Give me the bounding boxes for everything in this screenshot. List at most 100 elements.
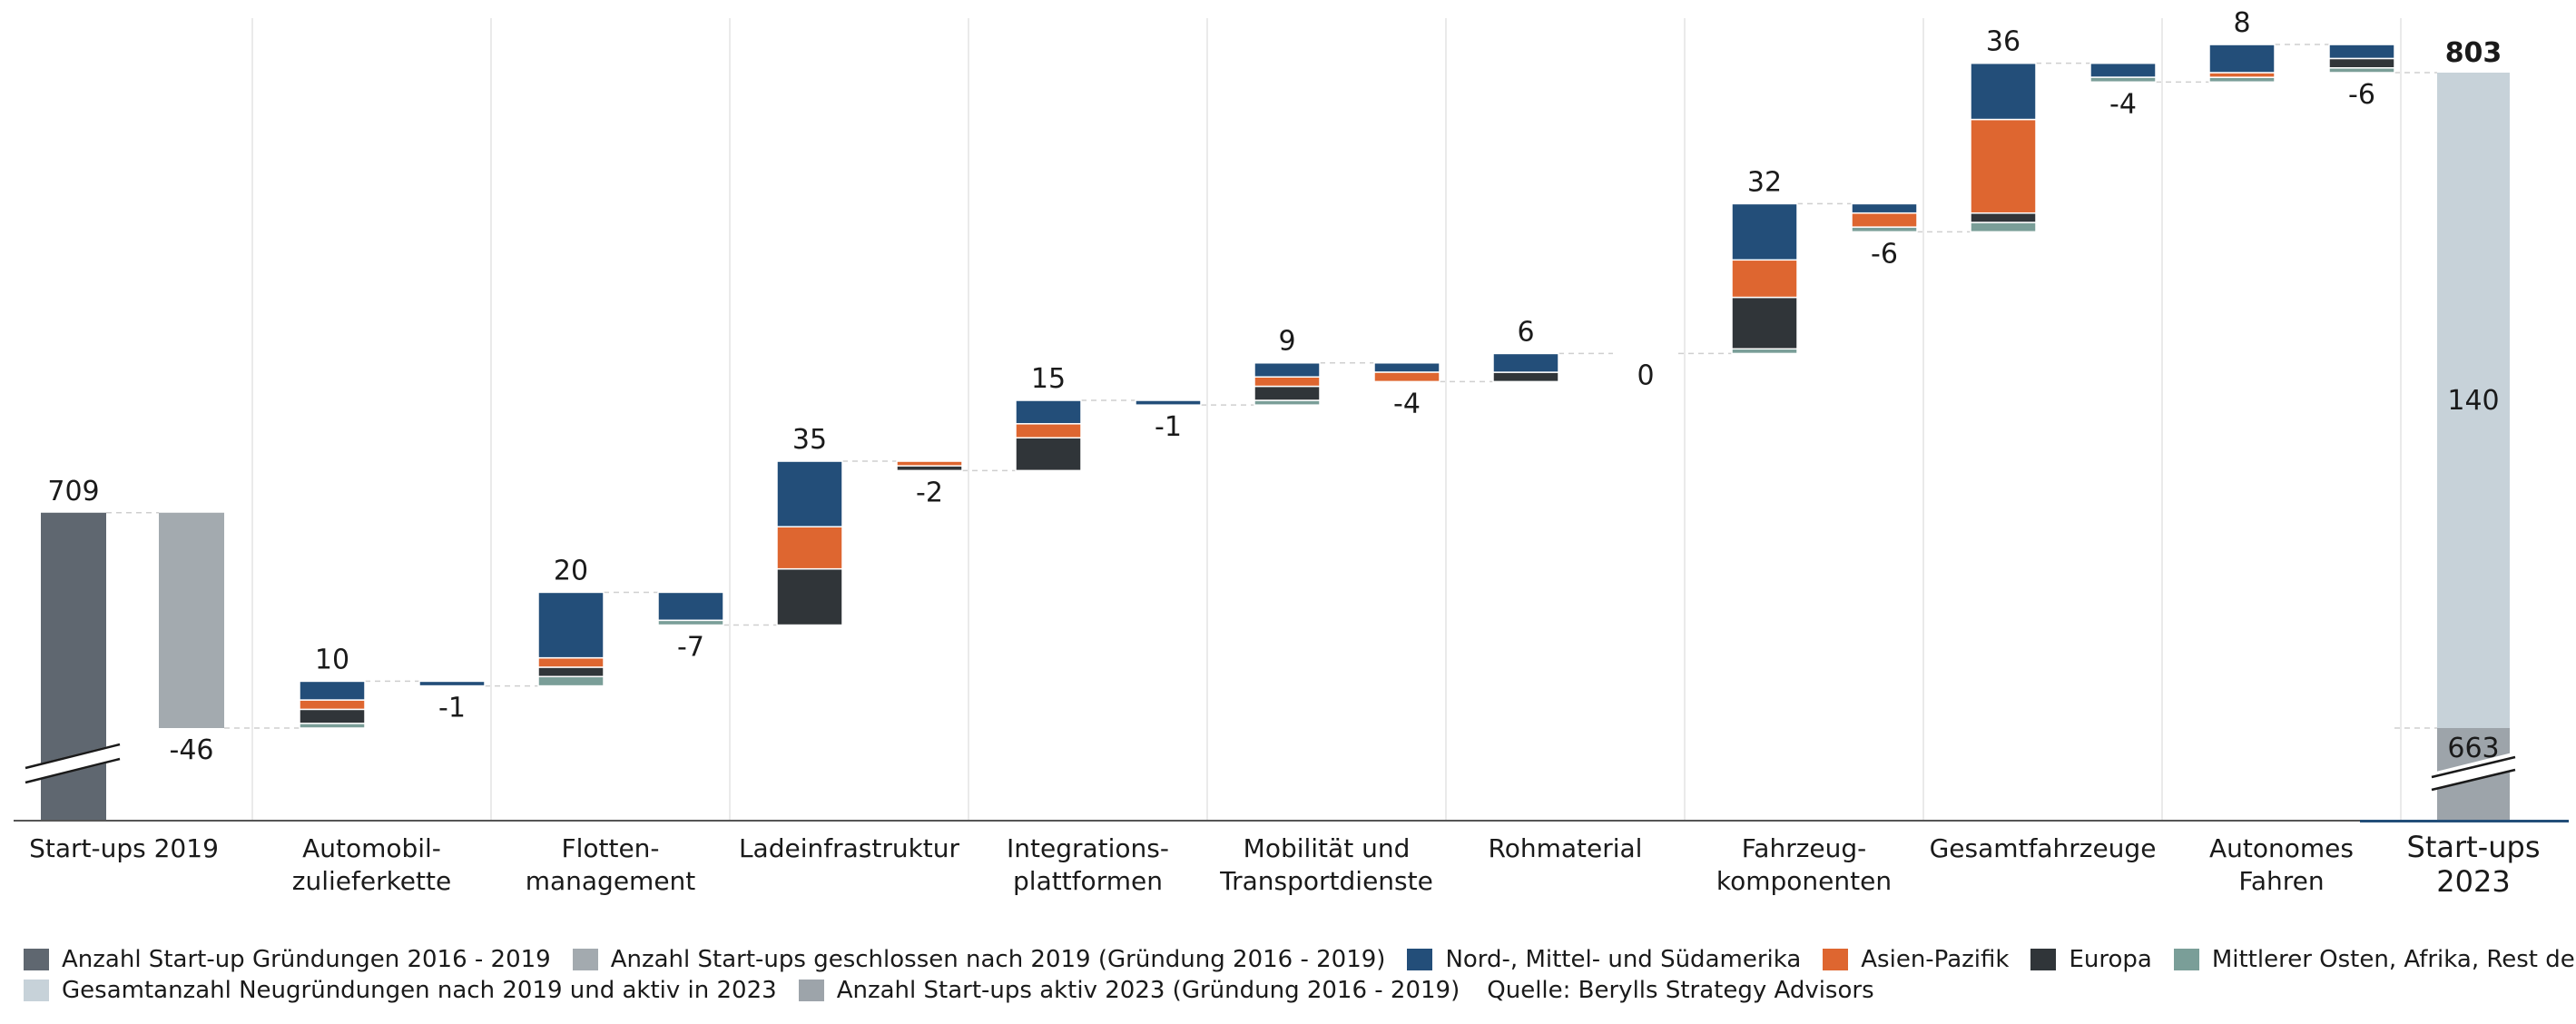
bar-new-mea_row [1970,222,2037,233]
value-label-closed: -1 [1155,411,1182,443]
legend-item-europe: Europa [2030,944,2152,975]
legend-item-founded: Anzahl Start-up Gründungen 2016 - 2019 [24,944,551,975]
category-label: Autonomes Fahren [2209,833,2354,896]
category-label-line: 2023 [2436,864,2510,899]
category-label-line: management [526,866,696,896]
legend-label: Nord-, Mittel- und Südamerika [1445,946,1802,973]
legend: Anzahl Start-up Gründungen 2016 - 2019 An… [24,944,2576,1006]
bar-new-americas [1970,62,2037,121]
bar-new-americas [1254,361,1321,378]
value-label-new: 9 [1278,326,1295,358]
bar-closed-europe [896,465,963,472]
bar-closed-europe [2328,57,2395,69]
category-label-line: Fahren [2238,866,2324,896]
bar-closed-apac [1373,371,1440,383]
legend-swatch [2030,949,2057,970]
category-label: Ladeinfrastruktur [739,833,960,863]
bar-new-apac [1731,259,1798,299]
category-label-line: Mobilität und [1244,833,1411,863]
category-label-line: zulieferkette [292,866,451,896]
value-label-new-active: 140 [2447,385,2499,417]
category-label: Fahrzeug-komponenten [1716,833,1892,896]
bar-new-apac [537,656,605,668]
legend-label: Anzahl Start-ups geschlossen nach 2019 (… [610,946,1386,973]
bar-new-europe [1015,437,1082,472]
column-separators [251,18,2402,821]
category-label: Start-ups 2019 [29,833,219,863]
category-label-line: Ladeinfrastruktur [739,833,960,863]
category-label-line: Rohmaterial [1489,833,1643,863]
bar-closed-mea_row [657,619,724,626]
legend-label: Anzahl Start-up Gründungen 2016 - 2019 [62,946,551,973]
x-axis-accent [2360,820,2569,822]
category-label: Integrations-plattformen [1007,833,1169,896]
bar-closed-mea_row [1851,226,1918,233]
bar-new-active-2023 [2437,73,2510,728]
bar-new-americas [2208,44,2276,74]
bar-closed-americas [2328,44,2395,60]
category-label-line: Autonomes [2209,833,2354,863]
source-note: Quelle: Berylls Strategy Advisors [1487,977,1874,1004]
category-label-line: Gesamtfahrzeuge [1930,833,2157,863]
value-label-new: 6 [1517,316,1534,348]
legend-label: Europa [2069,946,2152,973]
value-label-new: 8 [2233,7,2250,39]
axis-break-line [2431,755,2516,779]
category-label-line: Integrations- [1007,833,1169,863]
bars [22,44,2520,821]
legend-swatch [572,949,598,970]
bar-closed-americas [1135,399,1202,406]
legend-swatch [798,980,824,1001]
legend-item-mea_row: Mittlerer Osten, Afrika, Rest der Welt [2173,944,2576,975]
bar-new-americas [1492,352,1559,373]
bar-new-americas [1015,399,1082,425]
value-label-new: 35 [792,424,827,456]
value-label-closed: -4 [2109,88,2137,120]
legend-row: Gesamtanzahl Neugründungen nach 2019 und… [24,975,2556,1006]
legend-swatch [24,949,49,970]
category-label: Automobil-zulieferkette [292,833,451,896]
value-label-closed: 0 [1637,359,1654,391]
bar-new-europe [537,666,605,678]
bar-new-americas [299,680,366,701]
value-label-closed: -46 [170,734,214,766]
legend-label: Gesamtanzahl Neugründungen nach 2019 und… [62,977,777,1004]
value-label-founded: 709 [47,476,99,507]
bar-new-mea_row [1731,348,1798,355]
bar-new-apac [1254,376,1321,388]
value-label-total: 803 [2445,37,2502,69]
category-label-line: Transportdienste [1219,866,1433,896]
bar-closed-americas [1851,202,1918,214]
bar-new-mea_row [2208,76,2276,84]
legend-swatch [1407,949,1433,970]
value-label-active: 663 [2447,733,2499,764]
category-label-line: Start-ups [2407,830,2541,864]
value-label-closed: -2 [916,477,943,508]
bar-closed-americas [2089,62,2157,78]
bar-new-americas [776,460,843,527]
category-label: Mobilität und Transportdienste [1219,833,1433,896]
bar-closed-apac [1851,212,1918,228]
bar-new-apac [1970,118,2037,214]
value-labels: 709-4610-120-735-215-19-46032-636-48-680… [47,7,2502,766]
legend-item-active: Anzahl Start-ups aktiv 2023 (Gründung 20… [798,975,1460,1006]
category-label: Gesamtfahrzeuge [1930,833,2157,863]
category-label-line: komponenten [1716,866,1892,896]
bar-closed-apac [896,460,963,467]
axis-break-line [2431,768,2516,792]
legend-swatch [24,980,49,1001]
category-label-line: Start-ups 2019 [29,833,219,863]
value-label-new: 36 [1986,26,2020,58]
legend-row: Anzahl Start-up Gründungen 2016 - 2019 An… [24,944,2576,975]
bar-new-europe [299,708,366,724]
bar-new-apac [1015,423,1082,439]
bar-new-europe [1731,296,1798,350]
legend-item-closed: Anzahl Start-ups geschlossen nach 2019 (… [572,944,1386,975]
legend-swatch [1823,949,1849,970]
bar-new-americas [1731,202,1798,261]
bar-closed-after-2019 [159,512,224,728]
bar-new-europe [1970,212,2037,223]
value-label-closed: -6 [2348,79,2375,111]
value-label-closed: -7 [677,632,704,664]
bar-new-mea_row [1254,399,1321,406]
